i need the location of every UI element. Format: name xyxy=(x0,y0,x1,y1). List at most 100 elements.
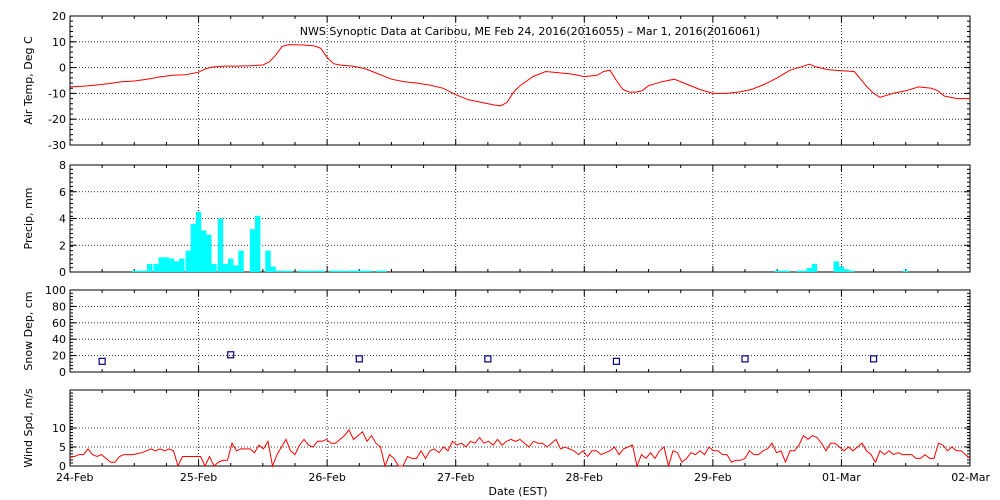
precip-bar xyxy=(168,258,175,272)
y-tick-label: 100 xyxy=(45,284,66,297)
precip-bar xyxy=(147,263,153,272)
precip-bar xyxy=(131,270,137,272)
precip-bar xyxy=(366,270,373,272)
y-tick-label: 5 xyxy=(59,441,66,454)
y-tick-label: 6 xyxy=(59,186,66,199)
precip-bar xyxy=(275,270,281,272)
precip-bar xyxy=(351,270,357,272)
y-tick-label: 0 xyxy=(59,266,66,279)
precip-bar xyxy=(211,263,217,272)
precip-bar xyxy=(179,258,185,272)
precip-bar xyxy=(356,270,362,272)
precip-panel: 0 2 4 6 8 Precip, mm xyxy=(22,159,971,279)
precip-bar xyxy=(136,270,143,272)
x-axis-tick-labels: 24-Feb 25-Feb 26-Feb 27-Feb 28-Feb 29-Feb 01-M… xyxy=(56,471,990,484)
x-axis-label: Date (EST) xyxy=(488,485,547,498)
y-tick-label: 0 xyxy=(59,62,66,75)
x-tick-label: 26-Feb xyxy=(308,471,345,484)
precip-bar xyxy=(314,270,320,272)
precip-bar xyxy=(774,270,780,272)
snow-depth-point xyxy=(741,355,749,363)
precip-bar xyxy=(228,258,234,272)
y-tick-label: 8 xyxy=(59,159,66,172)
wind-speed-panel: 0 5 10 Wind Spd, m/s xyxy=(22,388,971,473)
snow-depth-point xyxy=(98,357,106,365)
snow-depth-point xyxy=(484,355,492,363)
precip-bar xyxy=(361,270,368,272)
y-tick-label: 0 xyxy=(59,366,66,379)
precip-bar xyxy=(153,263,159,272)
precip-bar xyxy=(843,269,850,272)
precip-bar xyxy=(163,257,170,272)
precip-bar xyxy=(270,266,276,272)
chart-title: NWS Synoptic Data at Caribou, ME Feb 24,… xyxy=(300,25,760,38)
precip-bar xyxy=(297,270,303,272)
precip-bar xyxy=(375,270,382,272)
precip-bar xyxy=(174,261,180,272)
precip-bar xyxy=(282,270,288,272)
y-tick-label: 2 xyxy=(59,239,66,252)
y-tick-label: 0 xyxy=(59,460,66,473)
x-tick-label: 01-Mar xyxy=(822,471,861,484)
x-tick-label: 25-Feb xyxy=(180,471,217,484)
precip-bar xyxy=(319,270,325,272)
air-temp-panel: -30 -20 -10 0 10 20 Air Temp, Deg C xyxy=(22,10,971,152)
precip-bar xyxy=(346,270,352,272)
precip-bar xyxy=(190,223,197,272)
precip-bar xyxy=(249,229,256,272)
precip-bar xyxy=(265,250,271,272)
y-tick-label: -30 xyxy=(48,139,66,152)
y-axis-label: Air Temp, Deg C xyxy=(22,36,35,125)
snow-depth-point xyxy=(227,351,235,359)
precip-bar xyxy=(255,215,261,272)
y-tick-label: 80 xyxy=(52,300,66,313)
air-temp-line xyxy=(69,44,970,107)
precip-bar xyxy=(158,257,164,272)
precip-bar xyxy=(307,270,314,272)
y-tick-label: 60 xyxy=(52,317,66,330)
precip-bar xyxy=(334,270,341,272)
panel-frame xyxy=(69,289,971,373)
precip-bar xyxy=(302,270,308,272)
y-tick-label: 20 xyxy=(52,350,66,363)
precip-bar xyxy=(806,267,812,272)
precip-bar xyxy=(206,234,212,272)
y-tick-label: 10 xyxy=(52,36,66,49)
x-tick-label: 24-Feb xyxy=(56,471,93,484)
snow-depth-point xyxy=(355,355,363,363)
y-tick-label: 4 xyxy=(59,213,66,226)
x-tick-label: 27-Feb xyxy=(437,471,474,484)
y-tick-label: 10 xyxy=(52,422,66,435)
precip-bar xyxy=(801,270,807,272)
precip-bar xyxy=(381,270,387,272)
precip-bar xyxy=(222,263,229,272)
precip-bar xyxy=(833,261,839,272)
y-axis-label: Snow Dep, cm xyxy=(22,291,35,370)
y-axis-label: Precip, mm xyxy=(22,188,35,250)
snow-depth-panel: 0 20 40 60 80 100 Snow Dep, cm xyxy=(22,284,971,379)
snow-depth-point xyxy=(869,355,878,363)
wind-speed-line xyxy=(70,428,971,468)
y-axis-label: Wind Spd, m/s xyxy=(22,388,35,468)
precip-bar xyxy=(903,270,909,272)
precip-bar xyxy=(849,270,855,272)
precip-bar xyxy=(779,270,785,272)
y-tick-label: -20 xyxy=(48,113,66,126)
precip-bar xyxy=(287,270,293,272)
precip-bar xyxy=(329,270,335,272)
precip-bar xyxy=(233,265,239,272)
snow-depth-point xyxy=(612,357,621,365)
precip-bar xyxy=(238,250,244,272)
y-tick-label: 20 xyxy=(52,10,66,23)
x-tick-label: 02-Mar xyxy=(951,471,990,484)
precip-bar xyxy=(784,270,791,272)
x-tick-label: 28-Feb xyxy=(566,471,603,484)
precip-bar xyxy=(185,250,191,272)
y-tick-label: 40 xyxy=(52,333,66,346)
precip-bar xyxy=(195,211,202,272)
precip-bar xyxy=(339,270,346,272)
precip-bar xyxy=(811,263,818,272)
precip-bar xyxy=(141,270,148,272)
precip-bar xyxy=(838,266,845,272)
